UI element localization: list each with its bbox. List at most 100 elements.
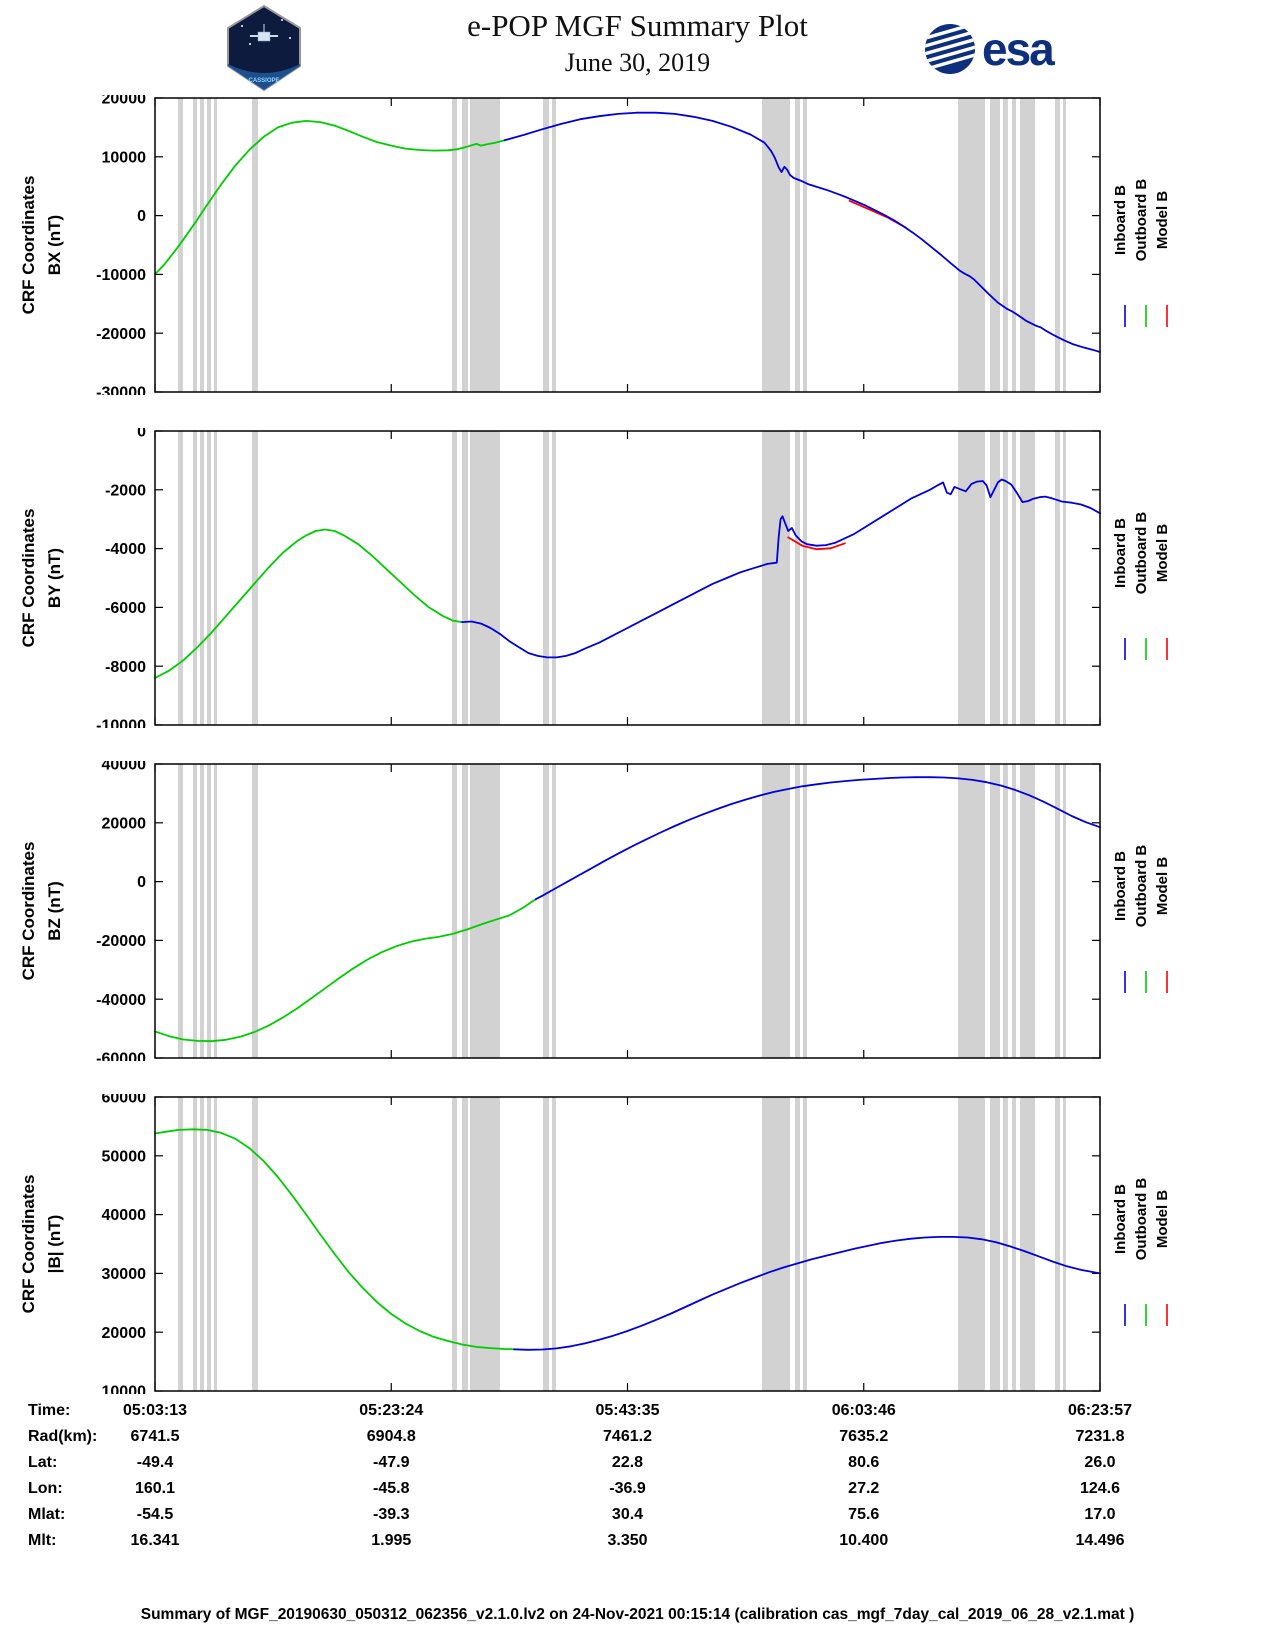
data-gap-band: [1063, 98, 1066, 392]
y-tick-label: -10000: [96, 267, 146, 284]
data-gap-band: [1055, 764, 1060, 1058]
table-row: Time: 05:03:13 05:23:24 05:43:35 06:03:46 06:…: [0, 1402, 1275, 1428]
data-gap-band: [543, 98, 549, 392]
series-outboard-b: [154, 119, 506, 276]
data-gap-band: [1020, 1097, 1035, 1391]
data-gap-band: [1020, 98, 1035, 392]
data-gap-band: [1055, 98, 1060, 392]
data-gap-band: [470, 98, 500, 392]
table-cell: 27.2: [848, 1480, 880, 1497]
data-gap-band: [1063, 1097, 1066, 1391]
legend-label: Model B: [1154, 857, 1171, 915]
data-gap-band: [1002, 431, 1008, 725]
data-gap-band: [990, 764, 1000, 1058]
table-cell: 6741.5: [130, 1428, 180, 1445]
legend-label: Inboard B: [1112, 518, 1129, 588]
y-axis-label-component: BZ (nT): [45, 881, 64, 940]
data-gap-band: [193, 98, 197, 392]
series-outboard-b: [154, 898, 537, 1043]
series-outboard-b: [154, 528, 464, 679]
cassiope-mission-patch-logo: CASSIOPE: [227, 4, 301, 92]
y-tick-label: -20000: [96, 933, 146, 950]
y-tick-label: 20000: [102, 1325, 147, 1342]
y-tick-label: 20000: [102, 815, 147, 832]
table-cell: 05:43:35: [595, 1402, 660, 1419]
y-axis-label-component: |B| (nT): [45, 1215, 64, 1274]
legend-label: Inboard B: [1112, 851, 1129, 921]
y-tick-label: 20000: [102, 95, 147, 108]
table-cell: 26.0: [1084, 1454, 1116, 1471]
y-tick-label: 10000: [102, 1384, 147, 1394]
data-gap-band: [990, 98, 1000, 392]
table-cell: 124.6: [1079, 1480, 1121, 1497]
data-gap-band: [795, 98, 800, 392]
table-cell: 10.400: [839, 1532, 889, 1549]
table-cell: -39.3: [373, 1506, 410, 1523]
table-cell: 14.496: [1075, 1532, 1125, 1549]
data-gap-band: [762, 431, 790, 725]
data-gap-band: [178, 1097, 183, 1391]
table-row-label: Mlt:: [28, 1532, 57, 1549]
data-gap-band: [552, 431, 556, 725]
table-row-label: Mlat:: [28, 1506, 66, 1523]
y-axis-label-component: BY (nT): [45, 548, 64, 608]
data-gap-band: [462, 764, 468, 1058]
data-gap-band: [958, 764, 985, 1058]
table-cell: 160.1: [134, 1480, 176, 1497]
data-gap-band: [252, 431, 258, 725]
data-gap-band: [543, 431, 549, 725]
data-gap-band: [252, 1097, 258, 1391]
data-gap-band: [552, 1097, 556, 1391]
data-gap-band: [207, 431, 211, 725]
data-gap-band: [795, 1097, 800, 1391]
plot-border: [154, 430, 1101, 726]
y-tick-label: -30000: [96, 385, 146, 395]
y-tick-label: -20000: [96, 326, 146, 343]
table-cell: 17.0: [1084, 1506, 1116, 1523]
table-row: Rad(km): 6741.5 6904.8 7461.2 7635.2 7231.8: [0, 1428, 1275, 1454]
y-tick-label: 10000: [102, 149, 147, 166]
data-gap-band: [1012, 764, 1016, 1058]
table-cell: 3.350: [607, 1532, 648, 1549]
y-tick-label: 0: [137, 428, 146, 441]
data-gap-band: [762, 1097, 790, 1391]
data-gap-band: [252, 98, 258, 392]
table-row: Mlt: 16.341 1.995 3.350 10.400 14.496: [0, 1532, 1275, 1558]
data-gap-band: [543, 764, 549, 1058]
y-axis-label-component: BX (nT): [45, 215, 64, 275]
data-gap-band: [795, 431, 800, 725]
table-cell: 06:03:46: [831, 1402, 896, 1419]
data-gap-band: [207, 1097, 211, 1391]
legend-label: Outboard B: [1133, 1178, 1150, 1261]
page-date: June 30, 2019: [564, 48, 711, 77]
table-cell: -54.5: [136, 1506, 174, 1523]
data-gap-band: [462, 1097, 468, 1391]
data-gap-band: [193, 764, 197, 1058]
table-row-label: Lon:: [28, 1480, 63, 1497]
y-tick-label: -40000: [96, 992, 146, 1009]
data-gap-band: [470, 764, 500, 1058]
legend-label: Outboard B: [1133, 845, 1150, 928]
y-tick-label: 0: [137, 208, 146, 225]
table-cell: 80.6: [848, 1454, 880, 1471]
y-tick-label: 0: [137, 874, 146, 891]
data-gap-band: [1012, 431, 1016, 725]
data-gap-band: [470, 431, 500, 725]
table-cell: 7231.8: [1075, 1428, 1125, 1445]
data-gap-band: [452, 764, 457, 1058]
data-gap-band: [214, 1097, 217, 1391]
patch-text: CASSIOPE: [248, 78, 279, 84]
table-cell: -47.9: [373, 1454, 410, 1471]
y-axis-label-coords: CRF Coordinates: [19, 842, 38, 981]
data-gap-band: [214, 764, 217, 1058]
table-cell: 6904.8: [366, 1428, 416, 1445]
data-gap-band: [762, 98, 790, 392]
series-inboard-b: [534, 776, 1101, 901]
data-gap-band: [1055, 1097, 1060, 1391]
table-cell: -45.8: [373, 1480, 410, 1497]
table-cell: 05:23:24: [359, 1402, 424, 1419]
series-inboard-b: [503, 111, 1101, 353]
data-gap-band: [803, 431, 807, 725]
series-inboard-b: [513, 1235, 1101, 1351]
